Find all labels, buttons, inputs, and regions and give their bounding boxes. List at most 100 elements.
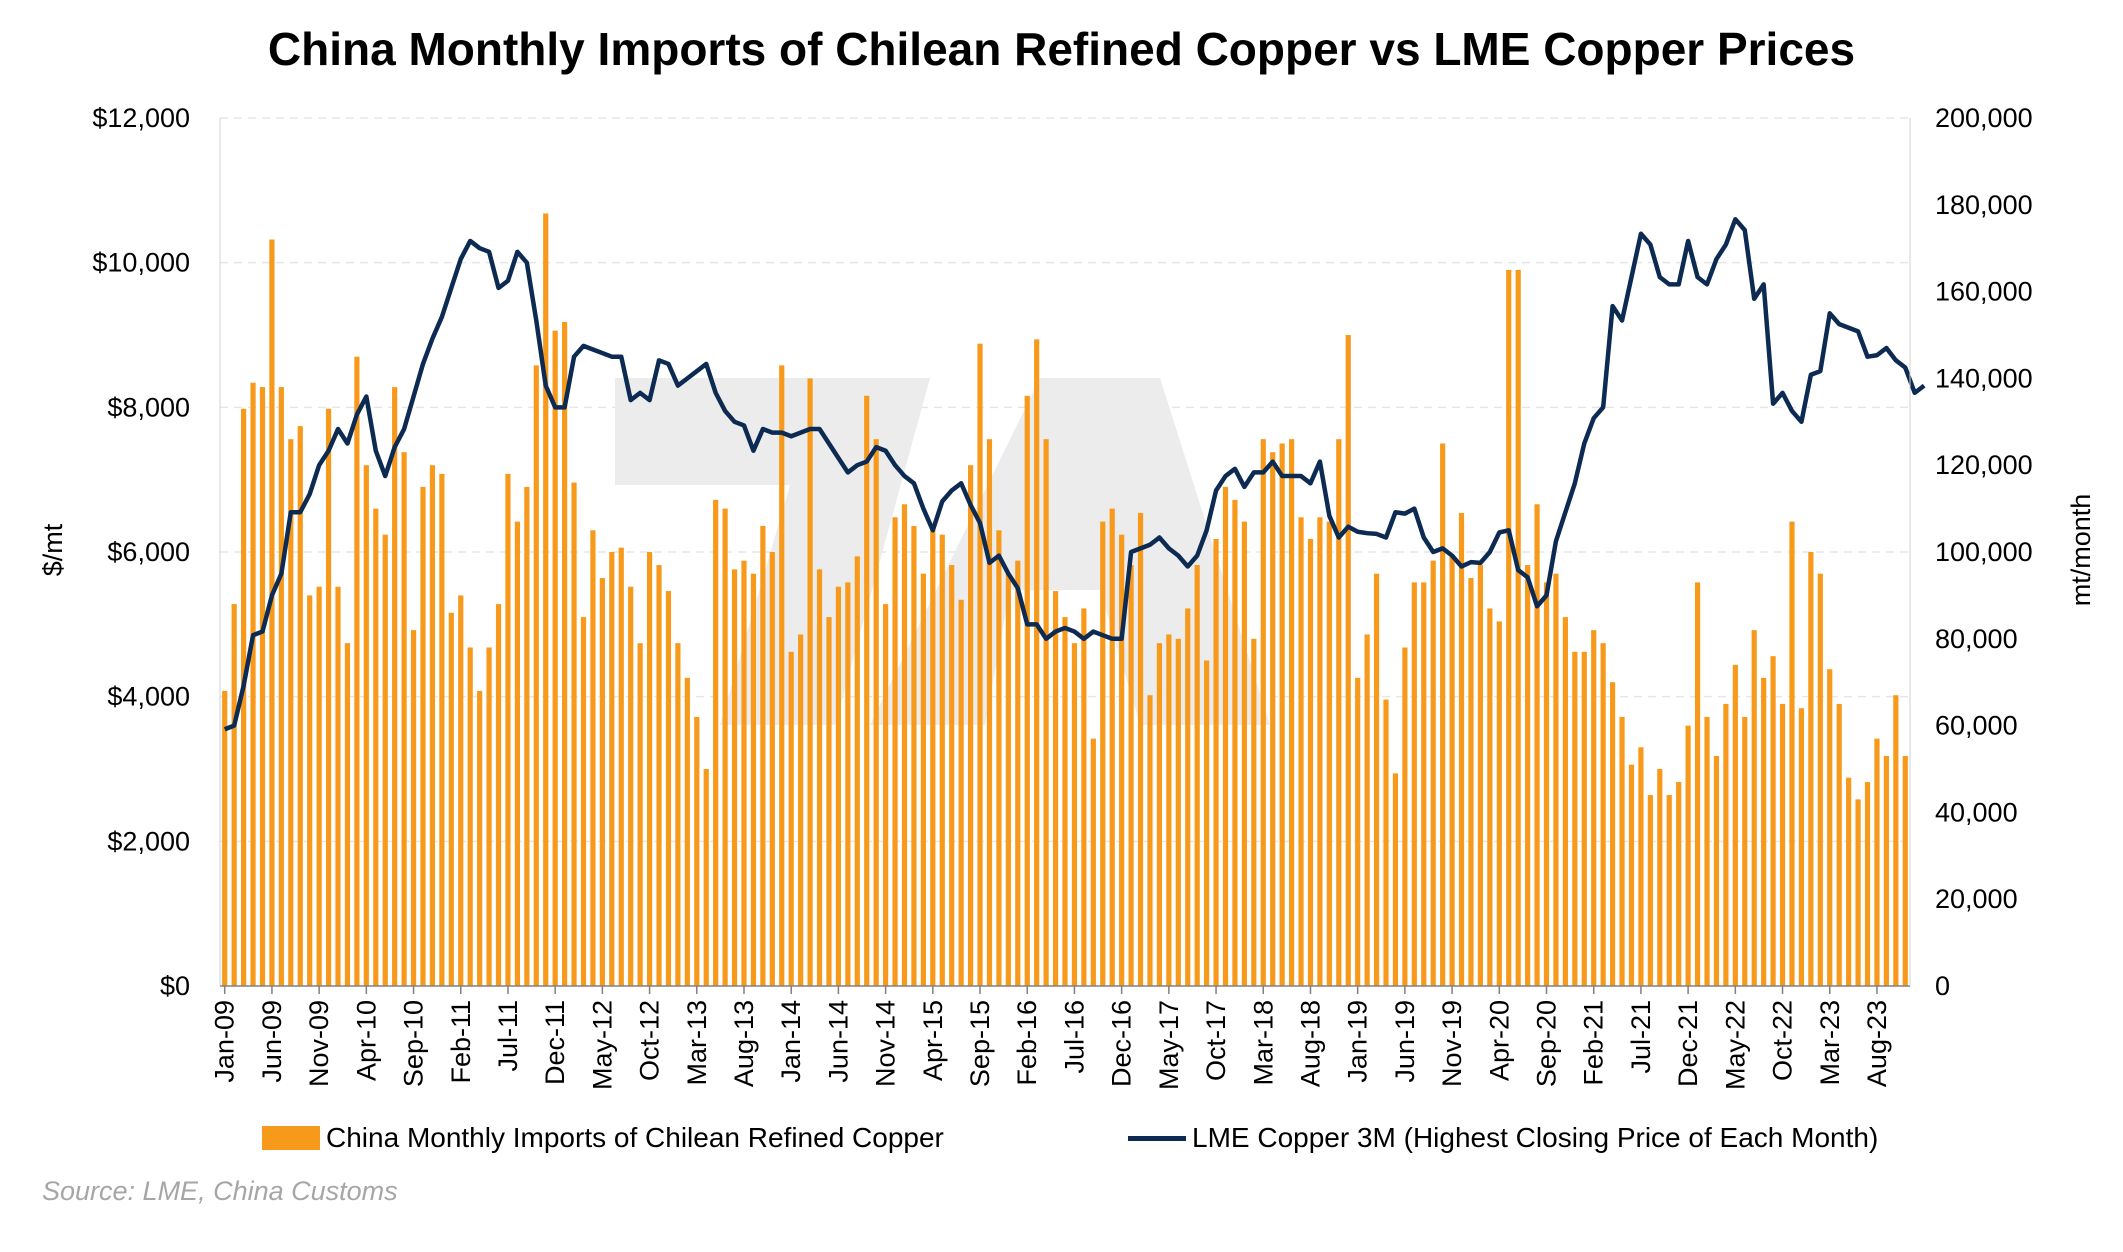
x-tick-label: Jan-09 (210, 1000, 240, 1083)
bar (684, 677, 690, 986)
bar (1392, 773, 1399, 986)
bar (760, 525, 766, 986)
bar (1081, 608, 1087, 986)
x-tick-label: Oct-22 (1768, 1000, 1798, 1081)
x-tick-label: Jun-19 (1390, 1000, 1420, 1083)
bar (741, 560, 747, 986)
bar (1808, 552, 1814, 986)
bar (533, 365, 539, 986)
x-tick-label: Aug-13 (729, 1000, 759, 1087)
left-tick-label: $0 (160, 971, 190, 1001)
bar (731, 569, 738, 986)
x-tick-label: Dec-16 (1107, 1000, 1137, 1087)
lme-price-line (223, 217, 1926, 732)
bar (1779, 703, 1786, 986)
bar (344, 643, 351, 986)
bar (571, 482, 577, 986)
x-tick-label: Jan-14 (776, 1000, 806, 1083)
bar (779, 365, 785, 986)
bar (1864, 782, 1871, 986)
bar (410, 630, 417, 986)
bar (1194, 565, 1200, 986)
bar (1874, 738, 1880, 986)
legend-bar-swatch (262, 1126, 320, 1150)
right-tick-label: 140,000 (1935, 363, 2033, 393)
x-tick-label: Feb-11 (446, 1000, 476, 1084)
bar (1534, 504, 1540, 986)
bar (552, 330, 558, 986)
bar (1591, 630, 1597, 986)
bar (1676, 782, 1682, 986)
left-axis-title: $/mt (38, 523, 68, 576)
bar (1525, 565, 1531, 986)
x-tick-label: Aug-18 (1295, 1000, 1325, 1087)
bar (1628, 764, 1635, 986)
bar (1015, 560, 1021, 986)
bar (1440, 443, 1446, 986)
bar (1817, 573, 1823, 986)
right-tick-label: 60,000 (1935, 711, 2018, 741)
left-axis-ticks: $0 $2,000 $4,000 $6,000 $8,000 $10,000 $12,000 (92, 103, 190, 1001)
bar (1610, 682, 1616, 986)
bar (241, 408, 247, 986)
bar (769, 552, 775, 986)
bar (1893, 695, 1899, 986)
bar (986, 439, 993, 986)
bar (1827, 669, 1833, 986)
bar (1175, 638, 1181, 986)
bar (1071, 643, 1078, 986)
x-tick-label: Mar-18 (1248, 1000, 1278, 1086)
x-tick-label: Jul-16 (1059, 1000, 1089, 1074)
left-tick-label: $10,000 (92, 248, 190, 278)
bar (1232, 499, 1238, 986)
bar (354, 356, 360, 986)
bar (996, 530, 1002, 986)
x-tick-label: Nov-19 (1437, 1000, 1467, 1087)
bar (505, 473, 511, 986)
bar (1468, 578, 1474, 986)
bar (1581, 651, 1587, 986)
bar (1600, 643, 1606, 986)
right-tick-label: 100,000 (1935, 537, 2033, 567)
bar (722, 508, 728, 986)
x-tick-label: Jun-14 (823, 1000, 853, 1083)
bar (958, 599, 964, 986)
right-tick-label: 0 (1935, 971, 1950, 1001)
bar (1326, 521, 1332, 986)
bar (1317, 517, 1323, 986)
bar (807, 378, 813, 986)
bar (977, 343, 983, 986)
bar (1798, 708, 1805, 986)
bar (1298, 517, 1304, 986)
x-tick-label: Feb-21 (1579, 1000, 1609, 1086)
bar (1421, 582, 1427, 986)
bar (401, 452, 407, 986)
x-tick-label: Jan-19 (1343, 1000, 1373, 1083)
source-note: Source: LME, China Customs (42, 1176, 398, 1206)
bar (1855, 799, 1861, 986)
bar (1109, 508, 1115, 986)
bar (1562, 617, 1568, 986)
bar (429, 465, 436, 986)
bar (1270, 452, 1276, 986)
bar (1704, 716, 1710, 986)
x-tick-label: Jun-09 (257, 1000, 287, 1083)
left-tick-label: $8,000 (107, 392, 190, 422)
bar (1204, 660, 1210, 986)
bar (1902, 755, 1908, 986)
bar (1383, 699, 1389, 986)
bar (1638, 747, 1644, 986)
right-tick-label: 160,000 (1935, 277, 2033, 307)
bar (259, 387, 266, 987)
bar (1685, 725, 1691, 986)
bar (580, 617, 587, 986)
bar (1732, 664, 1738, 986)
x-tick-label: Sep-20 (1532, 1000, 1562, 1087)
x-tick-label: Feb-16 (1012, 1000, 1042, 1086)
legend: China Monthly Imports of Chilean Refined… (0, 1122, 2123, 1162)
bar (231, 604, 237, 986)
x-tick-label: Dec-21 (1673, 1000, 1703, 1087)
chart-title: China Monthly Imports of Chilean Refined… (267, 23, 1856, 75)
bar (1694, 582, 1701, 986)
